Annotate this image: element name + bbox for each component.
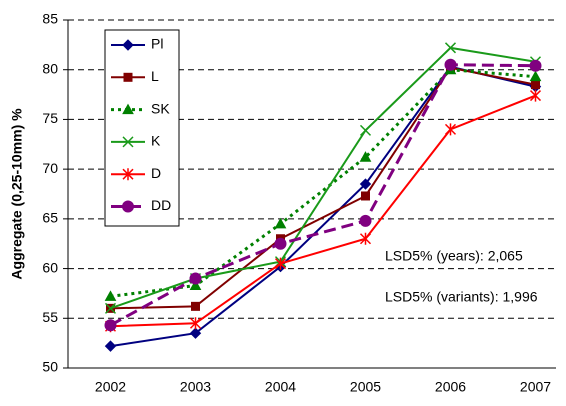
x-tick-label: 2007: [520, 379, 551, 395]
y-tick-label: 75: [42, 110, 58, 126]
marker: [104, 302, 117, 314]
y-axis-label: Aggregate (0,25-10mm) %: [9, 108, 25, 280]
marker: [189, 317, 202, 330]
y-tick-label: 65: [42, 210, 58, 226]
legend-marker: [122, 103, 134, 115]
marker: [274, 257, 287, 270]
legend-marker: [122, 168, 134, 181]
legend-marker: [122, 136, 134, 148]
annotation: LSD5% (variants): 1,996: [385, 289, 538, 305]
marker: [274, 237, 287, 250]
legend-label: DD: [151, 197, 171, 213]
annotation: LSD5% (years): 2,065: [385, 248, 523, 264]
marker: [104, 290, 117, 301]
legend-label: Pl: [151, 36, 163, 52]
marker: [189, 272, 202, 285]
marker: [361, 191, 370, 201]
y-tick-label: 70: [42, 160, 58, 176]
y-tick-label: 80: [42, 60, 58, 76]
legend-label: L: [151, 68, 159, 84]
line: [110, 94, 536, 328]
legend-box: [104, 29, 180, 227]
y-tick-label: 50: [42, 359, 58, 375]
marker: [359, 214, 372, 227]
y-tick-label: 85: [42, 11, 58, 27]
marker: [104, 340, 117, 352]
legend-marker: [123, 72, 133, 82]
y-tick-label: 55: [42, 309, 58, 325]
marker: [189, 279, 202, 290]
marker: [444, 58, 457, 71]
line: [110, 46, 536, 310]
marker: [531, 80, 540, 90]
legend-marker: [122, 39, 134, 51]
marker: [359, 124, 372, 136]
marker: [104, 319, 117, 332]
marker: [444, 42, 457, 54]
series: [104, 58, 542, 332]
y-tick-label: 60: [42, 259, 58, 275]
marker: [359, 178, 372, 190]
marker: [191, 301, 200, 311]
line: [109, 63, 536, 327]
marker: [529, 89, 542, 102]
x-tick-label: 2002: [95, 379, 126, 395]
x-tick-label: 2006: [435, 379, 466, 395]
marker: [359, 151, 372, 162]
x-tick-label: 2003: [180, 379, 211, 395]
marker: [529, 70, 542, 82]
x-tick-label: 2004: [265, 379, 296, 395]
x-tick-label: 2005: [350, 379, 381, 395]
legend-label: K: [151, 133, 161, 149]
marker: [529, 59, 542, 72]
legend-label: SK: [151, 100, 170, 116]
legend-label: D: [151, 165, 161, 181]
marker: [274, 217, 287, 229]
marker: [444, 123, 457, 136]
marker: [189, 327, 202, 339]
marker: [359, 232, 372, 245]
legend-marker: [122, 200, 134, 213]
